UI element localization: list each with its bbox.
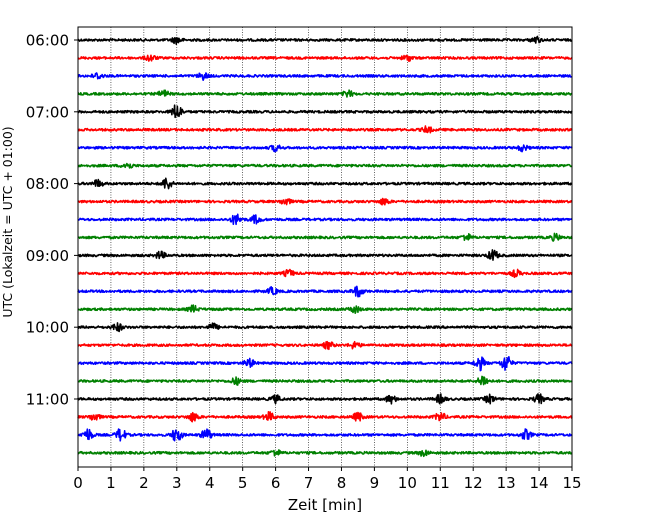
trace-line	[77, 232, 573, 242]
y-tick-label: 06:00	[26, 32, 69, 50]
seismic-traces	[77, 35, 573, 458]
trace-line	[77, 104, 573, 119]
x-tick-label: 1	[106, 474, 116, 492]
y-axis-label: UTC (Lokalzeit = UTC + 01:00)	[0, 126, 15, 317]
x-tick-label: 9	[370, 474, 380, 492]
x-axis-ticks: 0 1 2 3 4 5 6 7 8 9 10 11 12 13 14 15	[73, 467, 582, 492]
trace-line	[77, 355, 573, 372]
x-tick-label: 7	[304, 474, 314, 492]
x-tick-label: 0	[73, 474, 83, 492]
trace-line	[77, 375, 573, 386]
trace-line	[77, 125, 573, 134]
x-tick-label: 8	[337, 474, 347, 492]
y-tick-label: 10:00	[26, 319, 69, 337]
x-tick-label: 14	[530, 474, 549, 492]
x-tick-label: 10	[398, 474, 417, 492]
trace-line	[77, 268, 573, 279]
trace-line	[77, 285, 573, 298]
trace-line	[77, 249, 573, 261]
x-tick-label: 5	[238, 474, 248, 492]
trace-line	[77, 340, 573, 351]
trace-line	[77, 54, 573, 63]
trace-line	[77, 449, 573, 458]
trace-line	[77, 213, 573, 226]
trace-line	[77, 322, 573, 333]
plot-frame	[77, 26, 573, 468]
x-axis-label: Zeit [min]	[288, 496, 362, 514]
trace-line	[77, 428, 573, 442]
trace-line	[77, 144, 573, 153]
trace-line	[77, 162, 573, 169]
x-tick-label: 6	[271, 474, 281, 492]
trace-line	[77, 304, 573, 315]
y-tick-label: 09:00	[26, 247, 69, 265]
trace-line	[77, 72, 573, 81]
x-tick-label: 3	[172, 474, 182, 492]
x-tick-label: 15	[562, 474, 581, 492]
x-tick-label: 11	[431, 474, 450, 492]
x-tick-label: 4	[205, 474, 215, 492]
y-tick-label: 07:00	[26, 103, 69, 121]
trace-line	[77, 89, 573, 98]
trace-line	[77, 197, 573, 206]
trace-line	[77, 35, 573, 45]
trace-line	[77, 393, 573, 405]
y-tick-label: 11:00	[26, 391, 69, 409]
y-tick-label: 08:00	[26, 175, 69, 193]
vertical-gridlines	[110, 27, 540, 467]
x-tick-label: 2	[139, 474, 149, 492]
y-axis-ticks: 06:00 07:00 08:00 09:00 10:00 11:00	[26, 32, 78, 409]
trace-line	[77, 177, 573, 190]
trace-line	[77, 411, 573, 423]
x-tick-label: 13	[497, 474, 516, 492]
x-tick-label: 12	[464, 474, 483, 492]
